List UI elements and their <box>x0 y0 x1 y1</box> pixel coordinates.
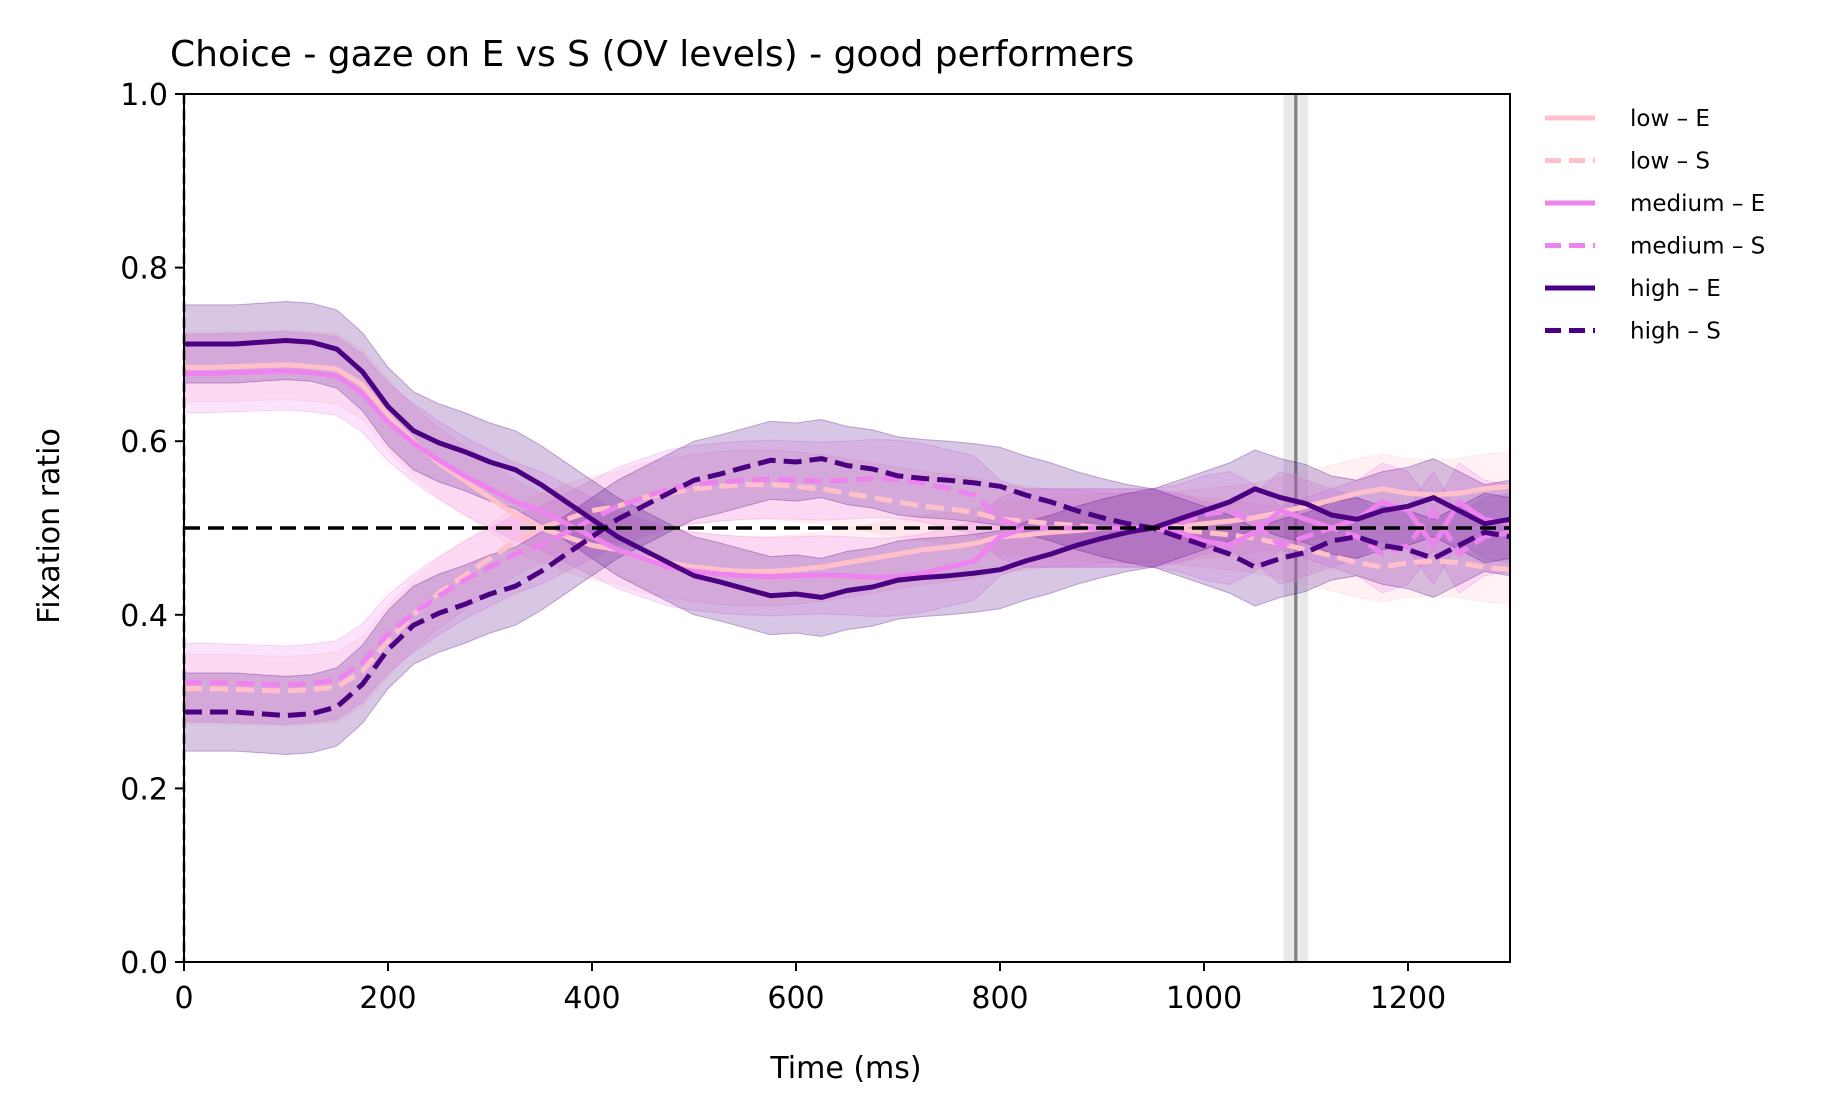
y-tick-label: 0.8 <box>120 252 168 287</box>
series-band-5 <box>184 418 1510 756</box>
x-tick-label: 600 <box>767 981 824 1016</box>
x-tick-label: 200 <box>359 981 416 1016</box>
series-line-0 <box>184 362 1510 574</box>
legend-label-0: low – E <box>1630 106 1710 132</box>
x-tick-label: 800 <box>971 981 1028 1016</box>
x-tick-label: 1000 <box>1166 981 1242 1016</box>
y-tick-label: 0.2 <box>120 772 168 807</box>
legend-label-4: high – E <box>1630 276 1721 302</box>
x-tick-label: 0 <box>174 981 193 1016</box>
x-axis-label: Time (ms) <box>769 1051 921 1086</box>
x-tick-label: 400 <box>563 981 620 1016</box>
plot-area: 0 200 400 600 800 1000 1200 0.0 0.2 0.4 0.6 0.8 1.0 <box>120 78 1511 1016</box>
series-line-3 <box>184 476 1510 688</box>
y-tick-label: 1.0 <box>120 78 168 113</box>
y-tick-label: 0.6 <box>120 425 168 460</box>
series-band-2 <box>184 331 1510 618</box>
series-band-4 <box>184 300 1510 638</box>
legend-label-1: low – S <box>1630 149 1710 175</box>
y-axis-label: Fixation ratio <box>32 428 67 624</box>
x-tick-label: 1200 <box>1370 981 1446 1016</box>
series-line-4 <box>184 338 1510 600</box>
plot-clipped <box>184 94 1510 962</box>
legend-label-2: medium – E <box>1630 191 1765 217</box>
series-line-1 <box>184 482 1510 694</box>
chart-title: Choice - gaze on E vs S (OV levels) - go… <box>170 34 1134 75</box>
series-line-5 <box>184 456 1510 718</box>
y-tick-label: 0.0 <box>120 946 168 981</box>
series-line-2 <box>184 368 1510 580</box>
legend-label-3: medium – S <box>1630 234 1765 260</box>
y-tick-label: 0.4 <box>120 599 168 634</box>
legend: low – E low – S medium – E medium – S high –… <box>1545 106 1765 345</box>
legend-label-5: high – S <box>1630 319 1721 345</box>
axes-frame <box>183 93 1511 963</box>
